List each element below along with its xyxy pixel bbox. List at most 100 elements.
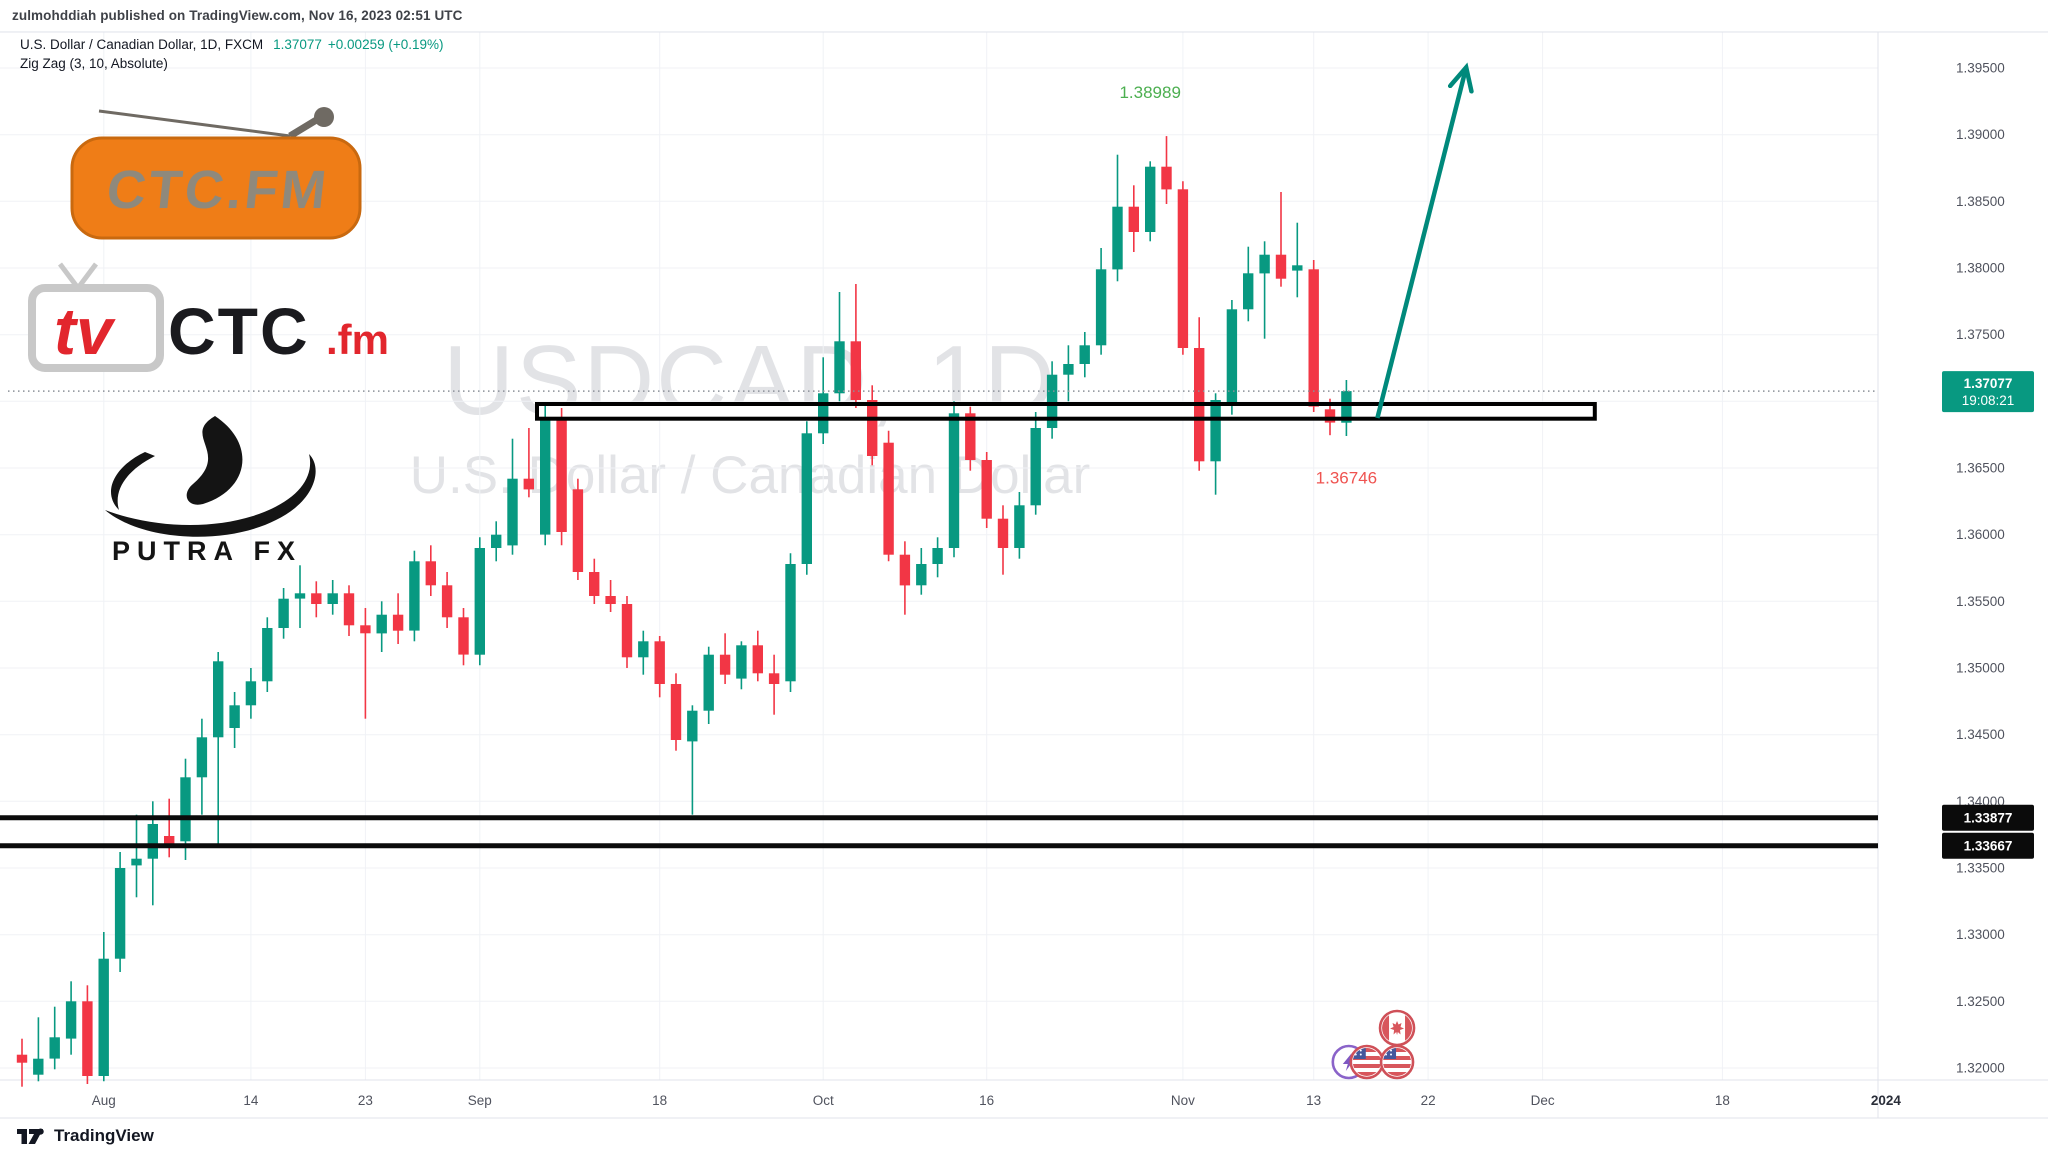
candle-body xyxy=(409,561,420,631)
tv-logo-prefix: tv xyxy=(54,294,116,368)
candle-body xyxy=(1128,206,1139,232)
candle-body xyxy=(1275,254,1287,279)
candle-body xyxy=(670,684,682,740)
candle-body xyxy=(638,641,649,658)
time-tick-label: 23 xyxy=(358,1093,373,1108)
candle-body xyxy=(294,593,306,599)
candle-body xyxy=(850,341,861,400)
candle-body xyxy=(245,681,257,706)
candle-body xyxy=(392,614,404,631)
time-axis[interactable]: Aug 14 23 Sep 18 Oct 16 Nov 13 22 Dec 18 2024 xyxy=(92,1093,1902,1108)
price-tick-label: 1.35500 xyxy=(1956,594,2005,609)
price-tick-label: 1.34500 xyxy=(1956,727,2005,742)
tv-frame xyxy=(28,284,164,372)
candle-body xyxy=(1161,166,1172,190)
candle-body xyxy=(965,413,976,460)
price-tick-label: 1.39500 xyxy=(1956,61,2005,76)
pane-borders xyxy=(0,31,2048,1119)
candle-body xyxy=(262,628,273,682)
time-tick-label: 14 xyxy=(243,1093,259,1108)
time-tick-label: 13 xyxy=(1306,1093,1321,1108)
candle-body xyxy=(867,400,878,456)
legend-change: +0.00259 (+0.19%) xyxy=(327,37,444,52)
candle-body xyxy=(1341,391,1352,423)
event-markers[interactable] xyxy=(1331,1009,1416,1080)
svg-text:1.37077: 1.37077 xyxy=(1964,376,2013,391)
candle-body xyxy=(997,518,1009,548)
candle-body xyxy=(491,534,502,548)
key-level-lines[interactable] xyxy=(0,815,1878,849)
resistance-zone[interactable] xyxy=(537,404,1595,419)
candle-body xyxy=(719,654,731,675)
price-tick-label: 1.32000 xyxy=(1956,1061,2005,1076)
time-tick-label: Oct xyxy=(813,1093,834,1108)
candle-body xyxy=(507,478,518,546)
candle-body xyxy=(899,554,911,586)
candle-body xyxy=(1177,189,1189,348)
candle-body xyxy=(703,654,714,711)
time-tick-label: Dec xyxy=(1531,1093,1555,1108)
candle-body xyxy=(33,1058,44,1075)
price-tick-label: 1.36500 xyxy=(1956,461,2005,476)
candle-body xyxy=(82,1001,93,1076)
indicator-title: Zig Zag (3, 10, Absolute) xyxy=(20,56,168,71)
candle-body xyxy=(1259,254,1270,274)
putra-inner-swoosh xyxy=(139,494,299,533)
putra-fx-logo: PUTRA FX xyxy=(85,414,335,574)
time-tick-label: Nov xyxy=(1171,1093,1195,1108)
price-tick-label: 1.38000 xyxy=(1956,261,2005,276)
candle-body xyxy=(49,1037,60,1059)
us-flag-event-icon[interactable] xyxy=(1349,1044,1385,1080)
candle-body xyxy=(1112,206,1123,270)
projection-arrow[interactable] xyxy=(1375,69,1465,419)
candle-body xyxy=(687,710,698,742)
candle-body xyxy=(981,460,992,519)
time-tick-label: 22 xyxy=(1421,1093,1436,1108)
legend-last-price: 1.37077 xyxy=(273,37,322,52)
time-tick-label: 2024 xyxy=(1871,1093,1902,1108)
resistance-zone-border[interactable] xyxy=(535,402,1597,421)
candle-body xyxy=(1324,409,1336,423)
candle-body xyxy=(768,673,780,684)
price-axis[interactable]: 1.39500 1.39000 1.38500 1.38000 1.37500 1.365… xyxy=(1956,61,2005,1076)
candle-body xyxy=(376,614,387,634)
svg-text:1.33877: 1.33877 xyxy=(1964,811,2013,826)
candlestick-series[interactable] xyxy=(16,136,1352,1087)
candle-body xyxy=(801,433,812,564)
publish-info-text: zulmohddiah published on TradingView.com… xyxy=(12,8,463,23)
svg-text:19:08:21: 19:08:21 xyxy=(1962,393,2015,408)
time-tick-label: Aug xyxy=(92,1093,116,1108)
zigzag-pivot-label: 1.38989 xyxy=(1119,83,1180,102)
putra-flame-icon xyxy=(186,416,243,505)
candle-body xyxy=(343,593,355,626)
candle-body xyxy=(327,593,338,604)
candle-body xyxy=(1210,400,1221,462)
indicator-legend-row[interactable]: Zig Zag (3, 10, Absolute) xyxy=(20,56,444,71)
candle-body xyxy=(131,858,142,866)
price-tick-label: 1.36000 xyxy=(1956,527,2005,542)
symbol-title: U.S. Dollar / Canadian Dollar, 1D, FXCM xyxy=(20,37,264,52)
candle-body xyxy=(572,489,584,572)
zigzag-labels: 1.38989 1.36746 xyxy=(1119,83,1377,487)
chart-gridlines xyxy=(0,32,1878,1080)
symbol-legend-row[interactable]: U.S. Dollar / Canadian Dollar, 1D, FXCM 1… xyxy=(20,37,444,52)
candle-body xyxy=(16,1054,28,1063)
price-tick-label: 1.33000 xyxy=(1956,927,2005,942)
time-tick-label: Sep xyxy=(468,1093,492,1108)
canada-flag-event-icon[interactable] xyxy=(1378,1009,1416,1047)
price-level-badges: 1.33877 1.33667 xyxy=(1942,804,2034,859)
tv-logo-suffix: .fm xyxy=(326,316,389,363)
candle-body xyxy=(98,958,109,1076)
candle-body xyxy=(654,641,665,684)
candle-body xyxy=(441,585,453,618)
tradingview-attribution[interactable]: TradingView xyxy=(16,1124,154,1148)
price-tick-label: 1.35000 xyxy=(1956,661,2005,676)
publish-info-bar: zulmohddiah published on TradingView.com… xyxy=(0,0,2048,32)
candle-body xyxy=(948,413,960,548)
candle-body xyxy=(360,625,371,634)
us-flag-event-icon[interactable] xyxy=(1379,1044,1415,1080)
candle-body xyxy=(278,598,289,628)
candle-body xyxy=(1063,364,1074,375)
candle-body xyxy=(1243,273,1254,310)
